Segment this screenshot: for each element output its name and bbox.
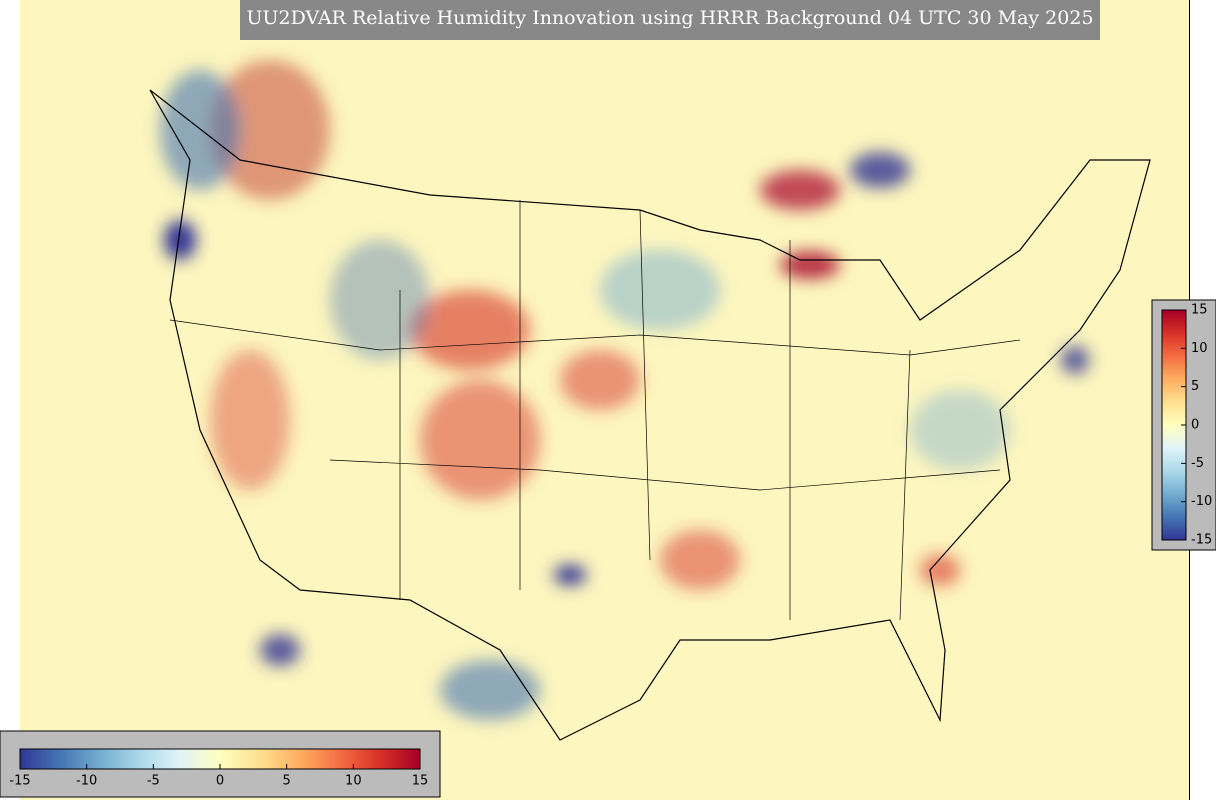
tick-label: -15 bbox=[1191, 533, 1212, 548]
tick-label: 5 bbox=[1191, 379, 1199, 394]
map-title: UU2DVAR Relative Humidity Innovation usi… bbox=[246, 7, 1093, 29]
innovation-field bbox=[160, 60, 1089, 720]
tick-label: 0 bbox=[216, 774, 224, 789]
tick-label: -15 bbox=[9, 774, 30, 789]
tick-label: -10 bbox=[1191, 494, 1212, 509]
tick-label: 5 bbox=[283, 774, 291, 789]
tick-label: 10 bbox=[345, 774, 362, 789]
state-borders bbox=[169, 200, 1021, 621]
coastline bbox=[149, 89, 1151, 741]
tick-label: 15 bbox=[1191, 303, 1208, 318]
tick-label: -5 bbox=[1191, 456, 1204, 471]
tick-label: 0 bbox=[1191, 418, 1199, 433]
tick-label: -5 bbox=[147, 774, 160, 789]
title-box bbox=[240, 0, 1100, 40]
tick-label: 10 bbox=[1191, 341, 1208, 356]
tick-label: -10 bbox=[76, 774, 97, 789]
tick-label: 15 bbox=[412, 774, 429, 789]
